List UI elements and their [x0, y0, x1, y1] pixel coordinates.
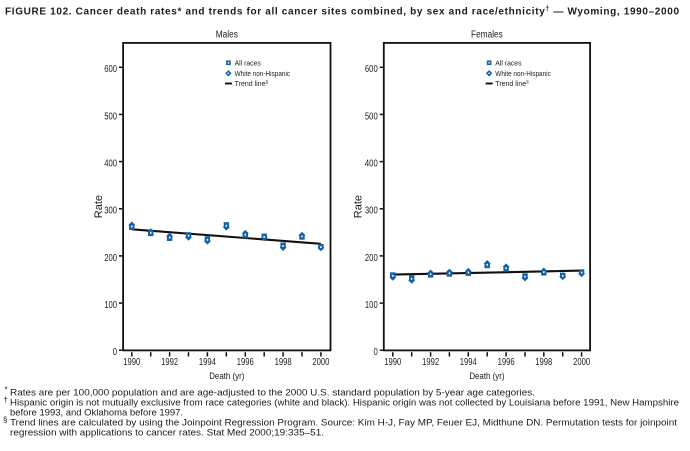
svg-text:500: 500 [104, 110, 117, 121]
svg-text:Death (yr): Death (yr) [209, 371, 244, 382]
svg-text:2000: 2000 [573, 356, 590, 367]
svg-text:before 1993, and Oklahoma befo: before 1993, and Oklahoma before 1997. [10, 407, 183, 417]
svg-text:Rate: Rate [352, 195, 364, 218]
svg-text:All races: All races [235, 60, 262, 67]
svg-text:500: 500 [365, 110, 378, 121]
svg-text:All races: All races [495, 60, 522, 67]
svg-text:100: 100 [104, 299, 117, 310]
svg-text:1996: 1996 [237, 356, 254, 367]
svg-text:600: 600 [104, 63, 117, 74]
svg-text:200: 200 [365, 252, 378, 263]
svg-text:1994: 1994 [460, 356, 477, 367]
svg-text:0: 0 [373, 346, 377, 357]
svg-text:Trend line§: Trend line§ [495, 79, 529, 88]
svg-text:Males: Males [216, 29, 238, 40]
svg-text:Rates are per 100,000 populati: Rates are per 100,000 population and are… [10, 388, 535, 398]
svg-text:1996: 1996 [498, 356, 515, 367]
svg-text:Trend lines are calculated by: Trend lines are calculated by using the … [10, 417, 678, 427]
svg-text:regression with applications t: regression with applications to cancer r… [10, 427, 324, 437]
svg-text:*: * [5, 386, 8, 395]
svg-text:1998: 1998 [275, 356, 292, 367]
svg-text:§: § [3, 415, 7, 424]
svg-text:0: 0 [113, 346, 117, 357]
svg-text:600: 600 [365, 63, 378, 74]
svg-text:1992: 1992 [161, 356, 178, 367]
svg-text:1992: 1992 [422, 356, 439, 367]
svg-text:Rate: Rate [93, 195, 105, 218]
svg-text:1994: 1994 [199, 356, 216, 367]
svg-text:2000: 2000 [312, 356, 329, 367]
svg-text:300: 300 [104, 205, 117, 216]
svg-text:1998: 1998 [535, 356, 552, 367]
svg-text:†: † [4, 396, 8, 405]
svg-text:White non-Hispanic: White non-Hispanic [235, 71, 291, 78]
svg-text:FIGURE 102. Cancer death rates: FIGURE 102. Cancer death rates* and tren… [5, 6, 679, 17]
svg-text:Trend line§: Trend line§ [235, 79, 269, 88]
svg-text:100: 100 [365, 299, 378, 310]
svg-text:300: 300 [365, 205, 378, 216]
svg-text:1990: 1990 [384, 356, 401, 367]
svg-text:Females: Females [471, 29, 503, 40]
svg-text:Hispanic origin is not mutuall: Hispanic origin is not mutually exclusiv… [10, 398, 679, 408]
svg-text:400: 400 [365, 157, 378, 168]
svg-text:Death (yr): Death (yr) [469, 371, 504, 382]
svg-text:400: 400 [104, 157, 117, 168]
svg-text:White non-Hispanic: White non-Hispanic [495, 71, 551, 78]
svg-text:200: 200 [104, 252, 117, 263]
svg-text:1990: 1990 [123, 356, 140, 367]
